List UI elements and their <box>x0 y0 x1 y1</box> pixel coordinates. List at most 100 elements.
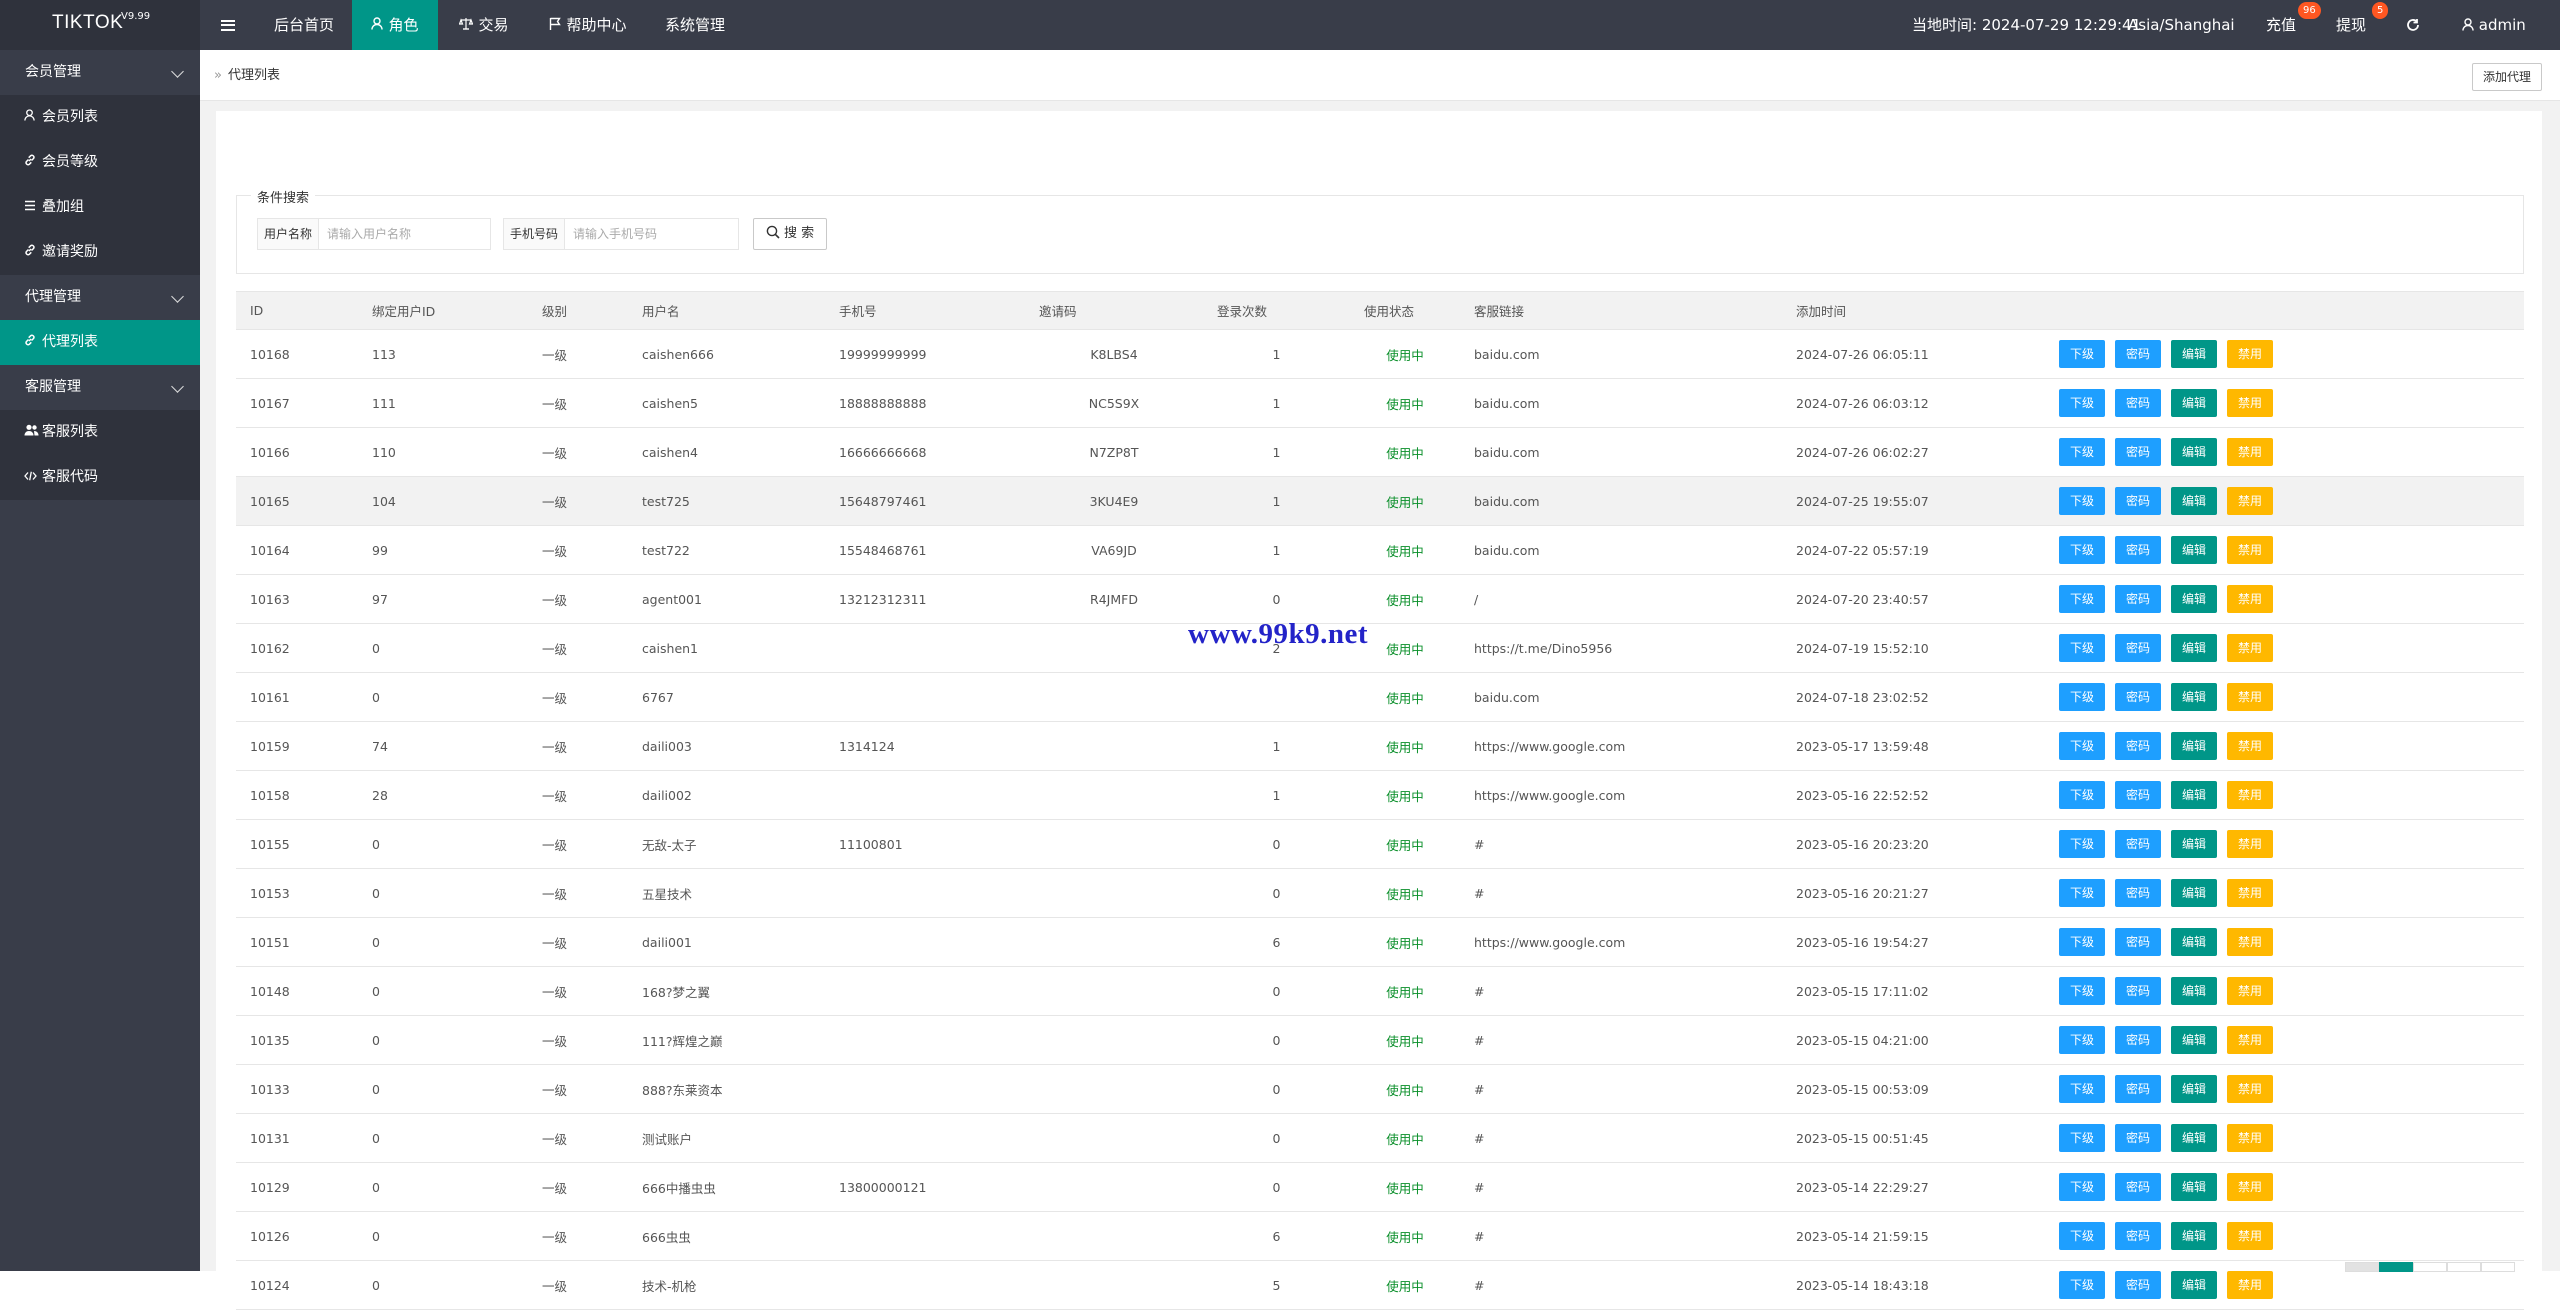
password-button[interactable]: 密码 <box>2115 781 2161 809</box>
subordinate-button[interactable]: 下级 <box>2059 487 2105 515</box>
subordinate-button[interactable]: 下级 <box>2059 438 2105 466</box>
password-button[interactable]: 密码 <box>2115 1026 2161 1054</box>
sidebar-item-member-list[interactable]: 会员列表 <box>0 95 200 140</box>
disable-button[interactable]: 禁用 <box>2227 830 2273 858</box>
disable-button[interactable]: 禁用 <box>2227 928 2273 956</box>
nav-dashboard[interactable]: 后台首页 <box>256 0 352 50</box>
subordinate-button[interactable]: 下级 <box>2059 536 2105 564</box>
password-button[interactable]: 密码 <box>2115 585 2161 613</box>
disable-button[interactable]: 禁用 <box>2227 1124 2273 1152</box>
disable-button[interactable]: 禁用 <box>2227 389 2273 417</box>
disable-button[interactable]: 禁用 <box>2227 536 2273 564</box>
password-button[interactable]: 密码 <box>2115 634 2161 662</box>
password-button[interactable]: 密码 <box>2115 1075 2161 1103</box>
sidebar-item-service-list[interactable]: 客服列表 <box>0 410 200 455</box>
edit-button[interactable]: 编辑 <box>2171 634 2217 662</box>
password-button[interactable]: 密码 <box>2115 340 2161 368</box>
edit-button[interactable]: 编辑 <box>2171 438 2217 466</box>
edit-button[interactable]: 编辑 <box>2171 928 2217 956</box>
password-button[interactable]: 密码 <box>2115 732 2161 760</box>
user-menu[interactable]: admin <box>2462 0 2552 50</box>
phone-input[interactable] <box>565 219 734 249</box>
edit-button[interactable]: 编辑 <box>2171 781 2217 809</box>
sidebar-item-agent-list[interactable]: 代理列表 <box>0 320 200 365</box>
disable-button[interactable]: 禁用 <box>2227 683 2273 711</box>
disable-button[interactable]: 禁用 <box>2227 1271 2273 1299</box>
sidebar-item-member-level[interactable]: 会员等级 <box>0 140 200 185</box>
subordinate-button[interactable]: 下级 <box>2059 1222 2105 1250</box>
edit-button[interactable]: 编辑 <box>2171 389 2217 417</box>
disable-button[interactable]: 禁用 <box>2227 1026 2273 1054</box>
sidebar-item-invite-reward[interactable]: 邀请奖励 <box>0 230 200 275</box>
subordinate-button[interactable]: 下级 <box>2059 1271 2105 1299</box>
subordinate-button[interactable]: 下级 <box>2059 1124 2105 1152</box>
edit-button[interactable]: 编辑 <box>2171 1173 2217 1201</box>
disable-button[interactable]: 禁用 <box>2227 438 2273 466</box>
disable-button[interactable]: 禁用 <box>2227 1075 2273 1103</box>
disable-button[interactable]: 禁用 <box>2227 340 2273 368</box>
edit-button[interactable]: 编辑 <box>2171 1271 2217 1299</box>
nav-trade[interactable]: 交易 <box>446 0 522 50</box>
password-button[interactable]: 密码 <box>2115 389 2161 417</box>
edit-button[interactable]: 编辑 <box>2171 340 2217 368</box>
subordinate-button[interactable]: 下级 <box>2059 928 2105 956</box>
password-button[interactable]: 密码 <box>2115 1271 2161 1299</box>
sidebar-item-stack-group[interactable]: 叠加组 <box>0 185 200 230</box>
sidebar-item-service-code[interactable]: 客服代码 <box>0 455 200 500</box>
nav-role[interactable]: 角色 <box>352 0 438 50</box>
disable-button[interactable]: 禁用 <box>2227 585 2273 613</box>
withdraw-link[interactable]: 提现 5 <box>2336 0 2389 50</box>
search-button[interactable]: 搜 索 <box>753 218 827 250</box>
password-button[interactable]: 密码 <box>2115 438 2161 466</box>
edit-button[interactable]: 编辑 <box>2171 1075 2217 1103</box>
nav-system[interactable]: 系统管理 <box>652 0 738 50</box>
password-button[interactable]: 密码 <box>2115 536 2161 564</box>
password-button[interactable]: 密码 <box>2115 683 2161 711</box>
subordinate-button[interactable]: 下级 <box>2059 830 2105 858</box>
subordinate-button[interactable]: 下级 <box>2059 340 2105 368</box>
subordinate-button[interactable]: 下级 <box>2059 1075 2105 1103</box>
edit-button[interactable]: 编辑 <box>2171 1124 2217 1152</box>
password-button[interactable]: 密码 <box>2115 830 2161 858</box>
password-button[interactable]: 密码 <box>2115 879 2161 907</box>
password-button[interactable]: 密码 <box>2115 487 2161 515</box>
edit-button[interactable]: 编辑 <box>2171 585 2217 613</box>
edit-button[interactable]: 编辑 <box>2171 1222 2217 1250</box>
edit-button[interactable]: 编辑 <box>2171 732 2217 760</box>
subordinate-button[interactable]: 下级 <box>2059 732 2105 760</box>
refresh-button[interactable] <box>2406 0 2426 50</box>
subordinate-button[interactable]: 下级 <box>2059 634 2105 662</box>
sidebar-group-agents[interactable]: 代理管理 <box>0 275 200 320</box>
sidebar-group-service[interactable]: 客服管理 <box>0 365 200 410</box>
subordinate-button[interactable]: 下级 <box>2059 389 2105 417</box>
username-input[interactable] <box>319 219 486 249</box>
subordinate-button[interactable]: 下级 <box>2059 781 2105 809</box>
edit-button[interactable]: 编辑 <box>2171 536 2217 564</box>
disable-button[interactable]: 禁用 <box>2227 634 2273 662</box>
subordinate-button[interactable]: 下级 <box>2059 683 2105 711</box>
subordinate-button[interactable]: 下级 <box>2059 879 2105 907</box>
password-button[interactable]: 密码 <box>2115 928 2161 956</box>
menu-toggle-button[interactable] <box>200 0 256 50</box>
recharge-link[interactable]: 充值 96 <box>2266 0 2321 50</box>
subordinate-button[interactable]: 下级 <box>2059 977 2105 1005</box>
password-button[interactable]: 密码 <box>2115 1173 2161 1201</box>
sidebar-group-members[interactable]: 会员管理 <box>0 50 200 95</box>
edit-button[interactable]: 编辑 <box>2171 1026 2217 1054</box>
disable-button[interactable]: 禁用 <box>2227 879 2273 907</box>
disable-button[interactable]: 禁用 <box>2227 1173 2273 1201</box>
edit-button[interactable]: 编辑 <box>2171 830 2217 858</box>
edit-button[interactable]: 编辑 <box>2171 977 2217 1005</box>
nav-help[interactable]: 帮助中心 <box>540 0 636 50</box>
password-button[interactable]: 密码 <box>2115 1222 2161 1250</box>
add-agent-button[interactable]: 添加代理 <box>2472 63 2542 91</box>
disable-button[interactable]: 禁用 <box>2227 1222 2273 1250</box>
password-button[interactable]: 密码 <box>2115 977 2161 1005</box>
edit-button[interactable]: 编辑 <box>2171 683 2217 711</box>
subordinate-button[interactable]: 下级 <box>2059 585 2105 613</box>
subordinate-button[interactable]: 下级 <box>2059 1026 2105 1054</box>
disable-button[interactable]: 禁用 <box>2227 487 2273 515</box>
edit-button[interactable]: 编辑 <box>2171 487 2217 515</box>
subordinate-button[interactable]: 下级 <box>2059 1173 2105 1201</box>
password-button[interactable]: 密码 <box>2115 1124 2161 1152</box>
